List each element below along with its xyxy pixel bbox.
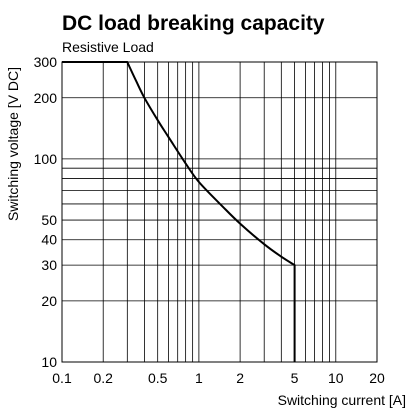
y-tick-label: 40 (41, 232, 57, 248)
x-tick-label: 0.2 (93, 370, 113, 386)
x-tick-label: 20 (369, 370, 385, 386)
y-axis-label: Switching voltage [V DC] (5, 67, 21, 221)
x-tick-labels: 0.1 0.2 0.5 1 2 5 10 20 (52, 370, 385, 386)
x-tick-label: 10 (328, 370, 344, 386)
y-tick-labels: 10 20 30 40 50 100 200 300 (34, 54, 58, 370)
y-tick-label: 10 (41, 354, 57, 370)
x-tick-label: 0.1 (52, 370, 72, 386)
chart-title: DC load breaking capacity (62, 12, 325, 35)
x-tick-label: 5 (291, 370, 299, 386)
x-tick-label: 2 (236, 370, 244, 386)
y-tick-label: 300 (34, 54, 58, 70)
y-tick-label: 100 (34, 151, 58, 167)
x-axis-label: Switching current [A] (278, 392, 406, 408)
y-tick-label: 50 (41, 212, 57, 228)
grid (61, 61, 378, 363)
chart-subtitle: Resistive Load (62, 39, 154, 55)
x-tick-label: 0.5 (148, 370, 168, 386)
x-tick-label: 1 (195, 370, 203, 386)
plot-frame (61, 61, 378, 363)
y-tick-label: 30 (41, 257, 57, 273)
y-tick-label: 20 (41, 293, 57, 309)
y-tick-label: 200 (34, 90, 58, 106)
series-line (62, 61, 296, 362)
